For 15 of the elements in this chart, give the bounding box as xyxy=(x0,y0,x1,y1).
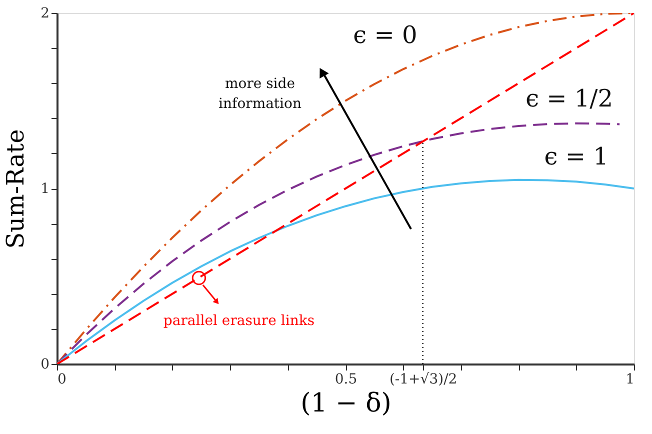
x-tick-label: (-1+√3)/2 xyxy=(389,372,458,388)
y-tick-label: 1 xyxy=(40,181,50,197)
x-tick-label: 1 xyxy=(626,372,634,388)
x-axis-title: (1 − δ) xyxy=(300,388,392,418)
series-label: ϵ = 0 xyxy=(353,21,418,50)
y-tick-label: 2 xyxy=(40,6,50,22)
x-tick-label: 0 xyxy=(58,372,66,388)
x-tick-label: 0.5 xyxy=(334,372,358,388)
series-label: ϵ = 1 xyxy=(544,142,608,171)
annotation: more side information xyxy=(218,76,302,112)
y-axis-title: Sum-Rate xyxy=(2,129,30,249)
y-tick-label: 0 xyxy=(40,356,50,372)
line-series xyxy=(57,122,621,364)
annotation: parallel erasure links xyxy=(163,313,314,330)
series-label: ϵ = 1/2 xyxy=(526,84,614,112)
